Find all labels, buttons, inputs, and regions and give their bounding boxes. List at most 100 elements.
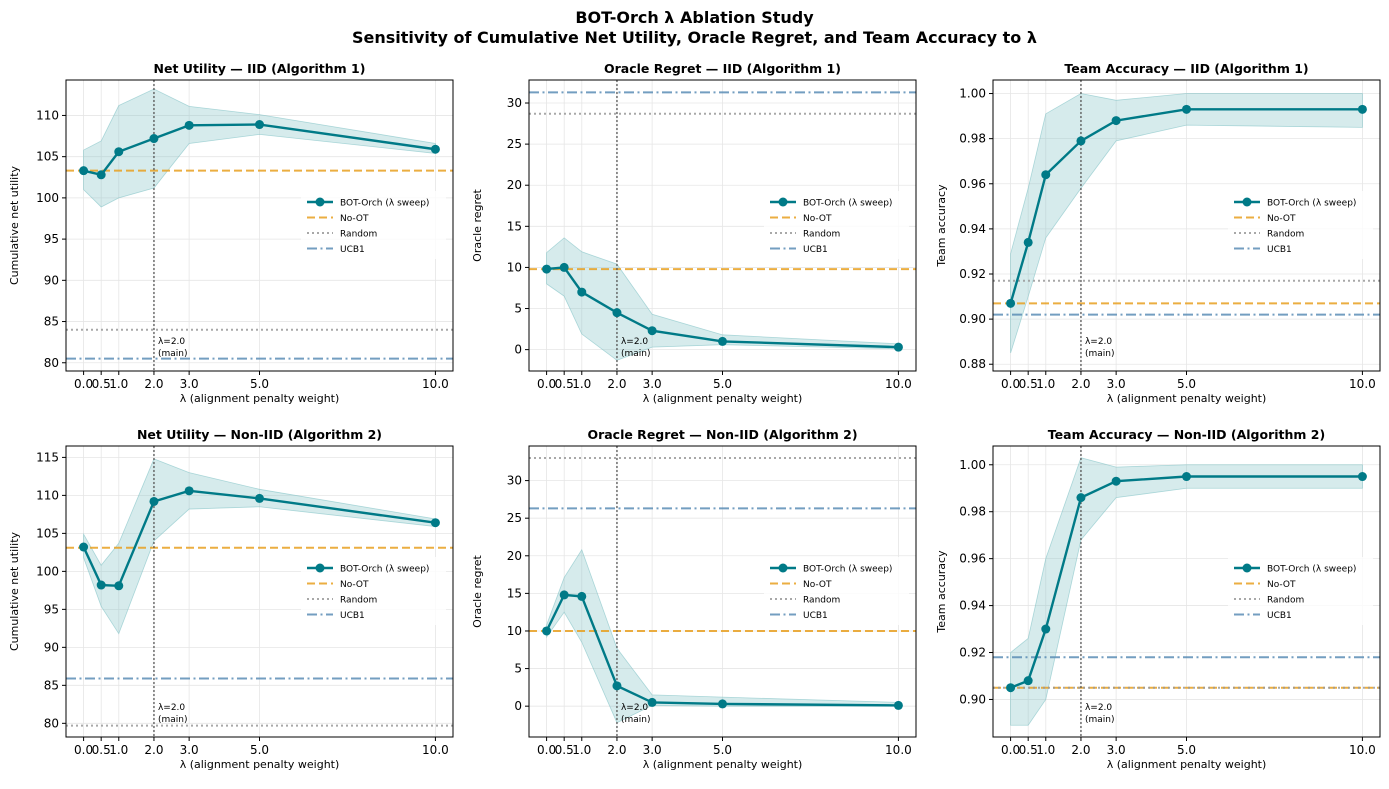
legend-label: BOT-Orch (λ sweep)	[1267, 199, 1356, 209]
y-axis-label: Oracle regret	[471, 188, 484, 261]
data-point	[893, 700, 903, 710]
y-tick-label: 0	[514, 699, 522, 713]
annotation-label: (main)	[158, 349, 188, 359]
y-tick-label: 80	[44, 356, 59, 370]
subplot-title: Oracle Regret — IID (Algorithm 1)	[604, 61, 841, 76]
annotation-label: (main)	[621, 349, 651, 359]
y-tick-label: 0.98	[959, 132, 986, 146]
data-point	[1076, 136, 1086, 146]
data-point	[1023, 676, 1033, 686]
legend-label: UCB1	[803, 245, 828, 255]
x-tick-label: 0.0	[1001, 743, 1020, 757]
data-point	[612, 681, 622, 691]
legend-label: BOT-Orch (λ sweep)	[340, 565, 429, 575]
y-tick-label: 80	[44, 716, 59, 730]
annotation-label: λ=2.0	[158, 337, 185, 347]
x-tick-label: 3.0	[1107, 377, 1126, 391]
y-tick-label: 95	[44, 602, 59, 616]
x-tick-label: 5.0	[250, 377, 269, 391]
annotation-label: (main)	[158, 715, 188, 725]
y-tick-label: 115	[36, 450, 59, 464]
confidence-band	[1010, 93, 1363, 354]
y-tick-label: 85	[44, 315, 59, 329]
figure-title: BOT-Orch λ Ablation Study Sensitivity of…	[0, 8, 1389, 48]
x-tick-label: 2.0	[1071, 743, 1090, 757]
annotation-label: (main)	[1085, 715, 1115, 725]
y-tick-label: 10	[507, 260, 522, 274]
legend-label: UCB1	[1267, 611, 1292, 621]
x-tick-label: 2.0	[144, 743, 163, 757]
subplot-title: Team Accuracy — Non-IID (Algorithm 2)	[1048, 427, 1325, 442]
legend: BOT-Orch (λ sweep) No-OT Random UCB1	[1228, 191, 1373, 259]
y-tick-label: 10	[507, 624, 522, 638]
y-tick-label: 25	[507, 511, 522, 525]
legend-label: No-OT	[1267, 214, 1296, 224]
data-point	[1006, 683, 1016, 693]
legend-label: BOT-Orch (λ sweep)	[803, 565, 892, 575]
x-tick-label: 0.0	[74, 743, 93, 757]
subplot-3: λ=2.0 (main) 0.88 0.90 0.92 0.94 0.96 0.98 1.00 0…	[935, 61, 1381, 405]
x-tick-label: 5.0	[250, 743, 269, 757]
x-tick-label: 2.0	[144, 377, 163, 391]
x-axis-label: λ (alignment penalty weight)	[180, 392, 340, 405]
y-tick-label: 0.96	[959, 552, 986, 566]
legend-label: Random	[1267, 596, 1304, 606]
legend-label: No-OT	[1267, 580, 1296, 590]
x-tick-label: 3.0	[180, 377, 199, 391]
legend-label: No-OT	[340, 214, 369, 224]
legend-label: UCB1	[340, 245, 365, 255]
y-tick-label: 0.88	[959, 357, 986, 371]
x-tick-label: 10.0	[422, 743, 449, 757]
annotation-label: λ=2.0	[621, 337, 648, 347]
data-point	[430, 144, 440, 154]
data-point	[1182, 104, 1191, 114]
y-tick-label: 20	[507, 549, 522, 563]
data-point	[430, 518, 440, 528]
data-point	[1006, 298, 1016, 308]
legend: BOT-Orch (λ sweep) No-OT Random UCB1	[301, 557, 446, 625]
data-point	[542, 626, 552, 636]
data-point	[559, 262, 569, 272]
x-tick-label: 0.5	[1019, 377, 1038, 391]
x-tick-label: 0.5	[92, 743, 111, 757]
y-tick-label: 90	[44, 273, 59, 287]
data-point	[1357, 104, 1367, 114]
x-tick-label: 10.0	[885, 377, 912, 391]
data-point	[114, 581, 124, 591]
data-point	[1111, 116, 1121, 126]
data-point	[1076, 493, 1086, 503]
plot-area	[529, 446, 916, 737]
legend: BOT-Orch (λ sweep) No-OT Random UCB1	[301, 191, 446, 259]
plot-area	[993, 446, 1380, 737]
y-tick-label: 85	[44, 678, 59, 692]
data-point	[1023, 237, 1033, 247]
legend-marker	[1242, 563, 1252, 573]
legend-label: No-OT	[803, 580, 832, 590]
data-point	[149, 496, 159, 506]
confidence-band	[1010, 457, 1363, 726]
data-point	[79, 542, 89, 552]
data-point	[79, 166, 89, 176]
subplot-6: λ=2.0 (main) 0.90 0.92 0.94 0.96 0.98 1.00 0.00.…	[935, 427, 1381, 771]
x-tick-label: 1.0	[109, 377, 128, 391]
legend-label: Random	[340, 230, 377, 240]
x-tick-label: 0.0	[537, 377, 556, 391]
y-tick-label: 30	[507, 474, 522, 488]
x-tick-label: 5.0	[1177, 377, 1196, 391]
y-axis-label: Cumulative net utility	[8, 531, 21, 651]
x-tick-label: 5.0	[1177, 743, 1196, 757]
y-tick-label: 110	[36, 108, 59, 122]
x-tick-label: 10.0	[885, 743, 912, 757]
y-tick-label: 0.90	[959, 312, 986, 326]
legend-label: Random	[803, 230, 840, 240]
subplot-title: Team Accuracy — IID (Algorithm 1)	[1064, 61, 1308, 76]
plot-area	[66, 446, 453, 737]
y-tick-label: 95	[44, 232, 59, 246]
plot-area	[66, 80, 453, 371]
x-tick-label: 10.0	[422, 377, 449, 391]
legend-label: BOT-Orch (λ sweep)	[1267, 565, 1356, 575]
data-point	[1182, 472, 1191, 482]
legend: BOT-Orch (λ sweep) No-OT Random UCB1	[764, 191, 909, 259]
legend-marker	[315, 563, 325, 573]
